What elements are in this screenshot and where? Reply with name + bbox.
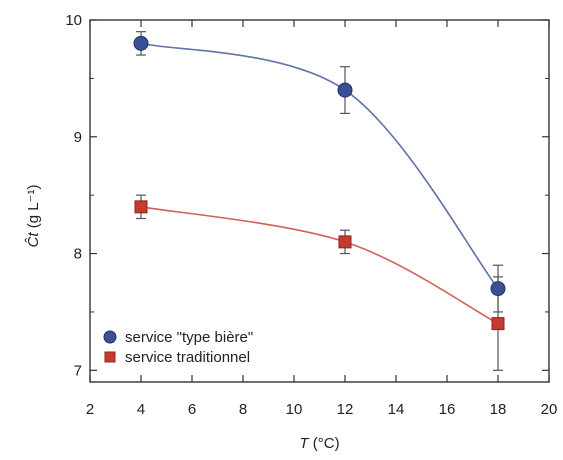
legend-marker-circle [103, 330, 117, 344]
x-tick-label: 12 [337, 401, 354, 418]
x-tick-label: 10 [286, 401, 303, 418]
legend-label: service traditionnel [125, 349, 250, 366]
data-point-circle [133, 35, 149, 51]
x-tick-label: 14 [388, 401, 405, 418]
legend-label: service "type bière" [125, 329, 253, 346]
y-axis-title: Ĉt (g L⁻¹) [25, 185, 42, 248]
plot-frame [89, 19, 550, 383]
y-tick-label: 9 [74, 129, 82, 146]
y-tick-label: 7 [74, 362, 82, 379]
x-tick-label: 18 [490, 401, 507, 418]
series-curve-1 [140, 42, 499, 290]
y-tick-label: 10 [65, 12, 82, 29]
x-tick-label: 4 [137, 401, 145, 418]
y-tick-label: 8 [74, 246, 82, 263]
data-point-circle [490, 281, 506, 297]
x-tick-label: 2 [86, 401, 94, 418]
x-tick-label: 8 [239, 401, 247, 418]
data-point-square [338, 235, 352, 249]
x-axis-symbol: T [299, 435, 310, 452]
x-tick-label: 16 [439, 401, 456, 418]
x-tick-label: 6 [188, 401, 196, 418]
y-axis-unit: (g L⁻¹) [25, 185, 42, 233]
x-tick-label: 20 [541, 401, 558, 418]
y-axis-symbol: Ĉt [25, 232, 42, 248]
data-point-square [134, 200, 148, 214]
x-axis-unit: (°C) [309, 435, 340, 452]
data-point-square [491, 317, 505, 331]
data-point-circle [337, 82, 353, 98]
x-axis-title: T (°C) [299, 435, 339, 452]
legend-marker-square [104, 351, 116, 363]
series-curve-2 [140, 206, 499, 325]
